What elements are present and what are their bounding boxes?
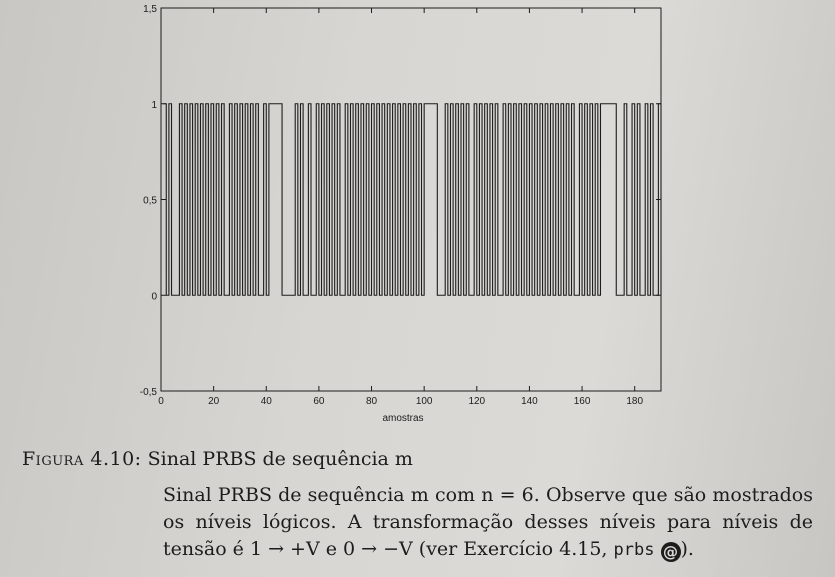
code-reference: prbs: [613, 540, 655, 560]
x-tick-label: 180: [626, 396, 643, 407]
y-tick-label: 1: [151, 100, 157, 111]
x-axis-ticks: 0 20 40 60 80 100 120 140 160 180: [158, 8, 643, 407]
y-tick-label: 0: [151, 291, 157, 302]
x-tick-label: 20: [208, 396, 220, 407]
prbs-figure: 0 20 40 60 80 100 120 140 160 180 -0,500,511,5 am…: [140, 4, 662, 424]
figure-title: Sinal PRBS de sequência m: [147, 448, 413, 470]
figure-caption-title: Figura 4.10: Sinal PRBS de sequência m: [22, 448, 413, 470]
x-tick-label: 160: [574, 396, 591, 407]
x-tick-label: 0: [158, 396, 164, 407]
y-tick-label: 0,5: [143, 196, 157, 207]
x-tick-label: 120: [468, 396, 485, 407]
at-sign-icon: @: [660, 542, 681, 562]
y-tick-label: -0,5: [140, 387, 158, 398]
x-axis-label: amostras: [382, 413, 423, 424]
x-tick-label: 140: [521, 396, 538, 407]
caption-text-end: ).: [680, 538, 694, 560]
prbs-signal-line: [163, 103, 662, 296]
x-tick-label: 100: [416, 396, 433, 407]
figure-label: Figura 4.10:: [22, 448, 142, 470]
caption-text: Sinal PRBS de sequência m com n = 6. Obs…: [163, 484, 813, 560]
x-tick-label: 80: [366, 396, 378, 407]
x-tick-label: 40: [261, 396, 273, 407]
figure-caption-body: Sinal PRBS de sequência m com n = 6. Obs…: [163, 482, 813, 564]
x-tick-label: 60: [313, 396, 325, 407]
y-tick-label: 1,5: [143, 4, 157, 15]
